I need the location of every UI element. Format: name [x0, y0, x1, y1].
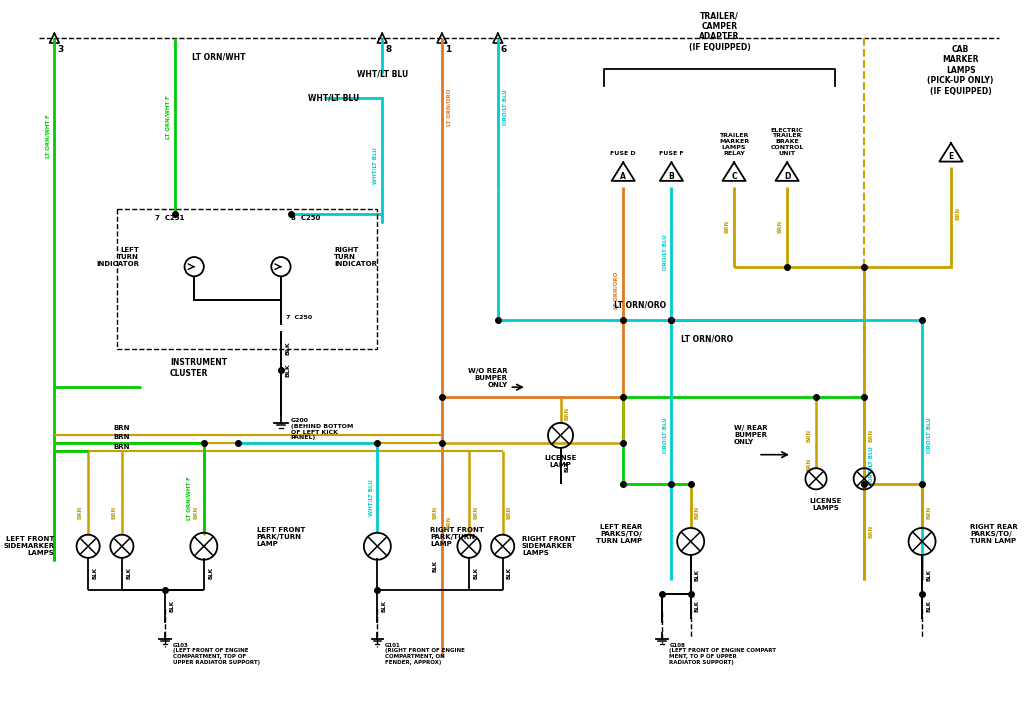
Text: LT ORN/WHT F: LT ORN/WHT F — [186, 476, 191, 520]
Text: ORO/LT BLU: ORO/LT BLU — [927, 417, 931, 453]
Text: 3: 3 — [57, 45, 63, 54]
Text: LEFT FRONT
PARK/TURN
LAMP: LEFT FRONT PARK/TURN LAMP — [257, 526, 305, 547]
Text: B: B — [669, 172, 674, 180]
Text: LICENSE
LAMPS: LICENSE LAMPS — [809, 498, 842, 511]
Text: BRN: BRN — [868, 525, 873, 539]
Text: BRN: BRN — [433, 506, 437, 519]
Text: 1: 1 — [444, 45, 452, 54]
Text: BRN: BRN — [473, 506, 478, 519]
Text: BLK: BLK — [507, 567, 512, 579]
Text: FUSE F: FUSE F — [659, 150, 684, 156]
Text: ORO/LT BLU: ORO/LT BLU — [663, 417, 668, 453]
Text: BRN: BRN — [114, 425, 130, 430]
Text: W/ REAR
BUMPER
ONLY: W/ REAR BUMPER ONLY — [734, 425, 768, 446]
Text: BRN: BRN — [725, 220, 730, 233]
Text: G101
(RIGHT FRONT OF ENGINE
COMPARTMENT, ON
FENDER, APPROX): G101 (RIGHT FRONT OF ENGINE COMPARTMENT,… — [385, 643, 465, 665]
Text: BLK: BLK — [170, 600, 174, 612]
Text: BLK: BLK — [927, 600, 931, 612]
Text: LEFT FRONT
SIDEMARKER
LAMPS: LEFT FRONT SIDEMARKER LAMPS — [3, 537, 54, 556]
Text: G200
(BEHIND BOTTOM
OF LEFT KICK
PANEL): G200 (BEHIND BOTTOM OF LEFT KICK PANEL) — [291, 418, 353, 441]
Text: BLK: BLK — [565, 460, 569, 473]
Text: 7  C250: 7 C250 — [286, 315, 312, 320]
Text: INSTRUMENT
CLUSTER: INSTRUMENT CLUSTER — [170, 358, 227, 377]
Text: BLK: BLK — [473, 567, 478, 579]
Text: ORO/LT BLU: ORO/LT BLU — [663, 234, 668, 270]
Text: TRAILER/
CAMPER
ADAPTER
(IF EQUIPPED): TRAILER/ CAMPER ADAPTER (IF EQUIPPED) — [689, 12, 751, 52]
Text: LT ORN/WHT F: LT ORN/WHT F — [166, 95, 171, 139]
Text: RIGHT FRONT
SIDEMARKER
LAMPS: RIGHT FRONT SIDEMARKER LAMPS — [522, 537, 575, 556]
Text: E: E — [948, 152, 953, 161]
Text: BRN: BRN — [112, 506, 117, 519]
Text: BLK: BLK — [433, 560, 437, 571]
Text: BRN: BRN — [507, 506, 512, 519]
Text: TRAILER
MARKER
LAMPS
RELAY: TRAILER MARKER LAMPS RELAY — [719, 134, 750, 156]
Text: RIGHT
TURN
INDICATOR: RIGHT TURN INDICATOR — [334, 247, 377, 267]
Text: FUSE D: FUSE D — [610, 150, 636, 156]
Text: RIGHT REAR
PARKS/TO/
TURN LAMP: RIGHT REAR PARKS/TO/ TURN LAMP — [971, 523, 1018, 544]
Text: BRN: BRN — [114, 444, 130, 450]
Text: BRN: BRN — [955, 207, 961, 220]
Text: ORO/LT BLU: ORO/LT BLU — [502, 89, 507, 126]
Text: 8: 8 — [385, 45, 391, 54]
Text: LT ORN/WHT: LT ORN/WHT — [191, 53, 245, 62]
Text: LT ORN/ORO: LT ORN/ORO — [614, 272, 618, 310]
Text: BRN: BRN — [807, 458, 812, 471]
Text: LT ORN/ORO: LT ORN/ORO — [446, 89, 452, 126]
Text: 6: 6 — [501, 45, 507, 54]
Text: LT ORN/ORO: LT ORN/ORO — [613, 301, 666, 310]
Text: BRN: BRN — [565, 406, 569, 419]
Text: 7  C251: 7 C251 — [156, 215, 184, 222]
Text: BLK: BLK — [695, 600, 700, 612]
Text: ELECTRIC
TRAILER
BRAKE
CONTROL
UNIT: ELECTRIC TRAILER BRAKE CONTROL UNIT — [770, 128, 804, 156]
Text: BRN: BRN — [194, 506, 199, 519]
Text: G103
(LEFT FRONT OF ENGINE
COMPARTMENT, TOP OF
UPPER RADIATOR SUPPORT): G103 (LEFT FRONT OF ENGINE COMPARTMENT, … — [173, 643, 260, 665]
Text: BRN: BRN — [446, 515, 452, 529]
Text: BLK: BLK — [695, 569, 700, 581]
Text: A: A — [621, 172, 626, 180]
Text: BLK: BLK — [286, 342, 290, 356]
Text: 8  C250: 8 C250 — [291, 215, 319, 222]
Bar — [117, 209, 378, 349]
Text: D: D — [784, 172, 791, 180]
Text: WHT/LT BLU: WHT/LT BLU — [308, 94, 359, 103]
Text: BRN: BRN — [78, 506, 83, 519]
Text: RIGHT FRONT
PARK/TURN
LAMP: RIGHT FRONT PARK/TURN LAMP — [430, 526, 484, 547]
Text: WHT/LT BLU: WHT/LT BLU — [356, 69, 408, 79]
Text: BRN: BRN — [927, 506, 931, 519]
Text: WHT/LT BLU: WHT/LT BLU — [368, 480, 373, 516]
Text: BRN: BRN — [695, 506, 700, 519]
Text: BLK: BLK — [126, 567, 131, 579]
Text: W/O REAR
BUMPER
ONLY: W/O REAR BUMPER ONLY — [468, 368, 508, 387]
Text: ORO/LT BLU: ORO/LT BLU — [868, 446, 873, 482]
Text: BLK: BLK — [286, 363, 290, 377]
Text: LEFT
TURN
INDICATOR: LEFT TURN INDICATOR — [96, 247, 139, 267]
Text: BLK: BLK — [208, 567, 213, 579]
Text: BLK: BLK — [927, 569, 931, 581]
Text: LEFT REAR
PARKS/TO/
TURN LAMP: LEFT REAR PARKS/TO/ TURN LAMP — [596, 523, 642, 544]
Text: BRN: BRN — [807, 429, 812, 442]
Text: G108
(LEFT FRONT OF ENGINE COMPART
MENT, TO P OF UPPER
RADIATOR SUPPORT): G108 (LEFT FRONT OF ENGINE COMPART MENT,… — [670, 643, 776, 665]
Text: BRN: BRN — [868, 429, 873, 442]
Text: BRN: BRN — [778, 220, 782, 233]
Text: C: C — [731, 172, 737, 180]
Text: BLK: BLK — [92, 567, 97, 579]
Text: CAB
MARKER
LAMPS
(PICK-UP ONLY)
(IF EQUIPPED): CAB MARKER LAMPS (PICK-UP ONLY) (IF EQUI… — [928, 45, 994, 95]
Text: BRN: BRN — [114, 434, 130, 441]
Text: BLK: BLK — [382, 600, 387, 612]
Text: LT ORN/ORO: LT ORN/ORO — [681, 334, 733, 343]
Text: WHT/LT BLU: WHT/LT BLU — [373, 147, 378, 184]
Text: LICENSE
LAMP: LICENSE LAMP — [545, 454, 577, 467]
Text: LT ORN/WHT F: LT ORN/WHT F — [45, 115, 50, 158]
